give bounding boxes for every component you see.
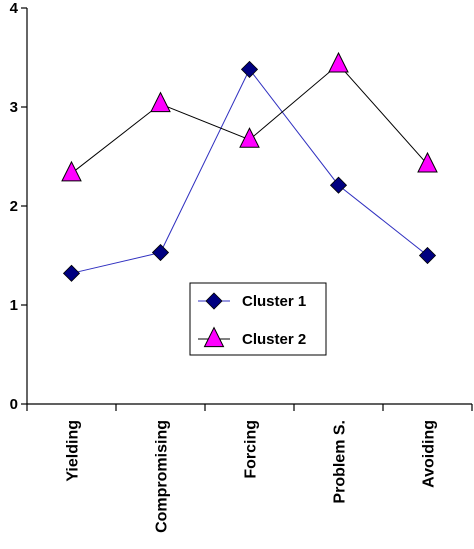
y-tick-label: 0: [10, 396, 18, 413]
data-point-triangle: [417, 151, 438, 173]
series-2: [61, 51, 438, 182]
legend-item: Cluster 1: [198, 292, 306, 310]
data-point-diamond: [329, 176, 348, 194]
data-point-triangle: [61, 160, 82, 182]
data-point-diamond: [151, 243, 170, 262]
chart-legend: Cluster 1 Cluster 2: [189, 282, 327, 356]
chart-axes: 0 1 2 3 4 Yielding Compromising Forcing Problem …: [10, 0, 473, 533]
y-tick-label: 3: [10, 99, 18, 116]
y-tick-label: 4: [10, 0, 19, 17]
data-point-diamond: [62, 264, 81, 282]
data-point-triangle: [150, 91, 171, 113]
data-point-diamond: [418, 246, 437, 265]
series-line: [71, 63, 428, 174]
legend-label: Cluster 1: [242, 293, 306, 310]
legend-marker-diamond: [205, 292, 223, 310]
y-tick-label: 1: [10, 297, 18, 314]
data-point-diamond: [240, 60, 259, 78]
legend-label: Cluster 2: [242, 331, 306, 348]
y-tick-label: 2: [10, 198, 18, 215]
x-tick-label: Avoiding: [421, 420, 438, 488]
x-tick-label: Compromising: [154, 420, 171, 533]
series-1: [62, 60, 437, 282]
series-line: [71, 68, 428, 274]
legend-marker-triangle: [203, 326, 225, 348]
data-point-triangle: [239, 127, 260, 148]
chart-series: [61, 51, 438, 282]
x-tick-label: Yielding: [65, 420, 82, 482]
x-tick-label: Problem S.: [332, 420, 349, 504]
data-point-triangle: [328, 51, 349, 73]
legend-item: Cluster 2: [198, 326, 306, 348]
x-tick-label: Forcing: [243, 420, 260, 479]
